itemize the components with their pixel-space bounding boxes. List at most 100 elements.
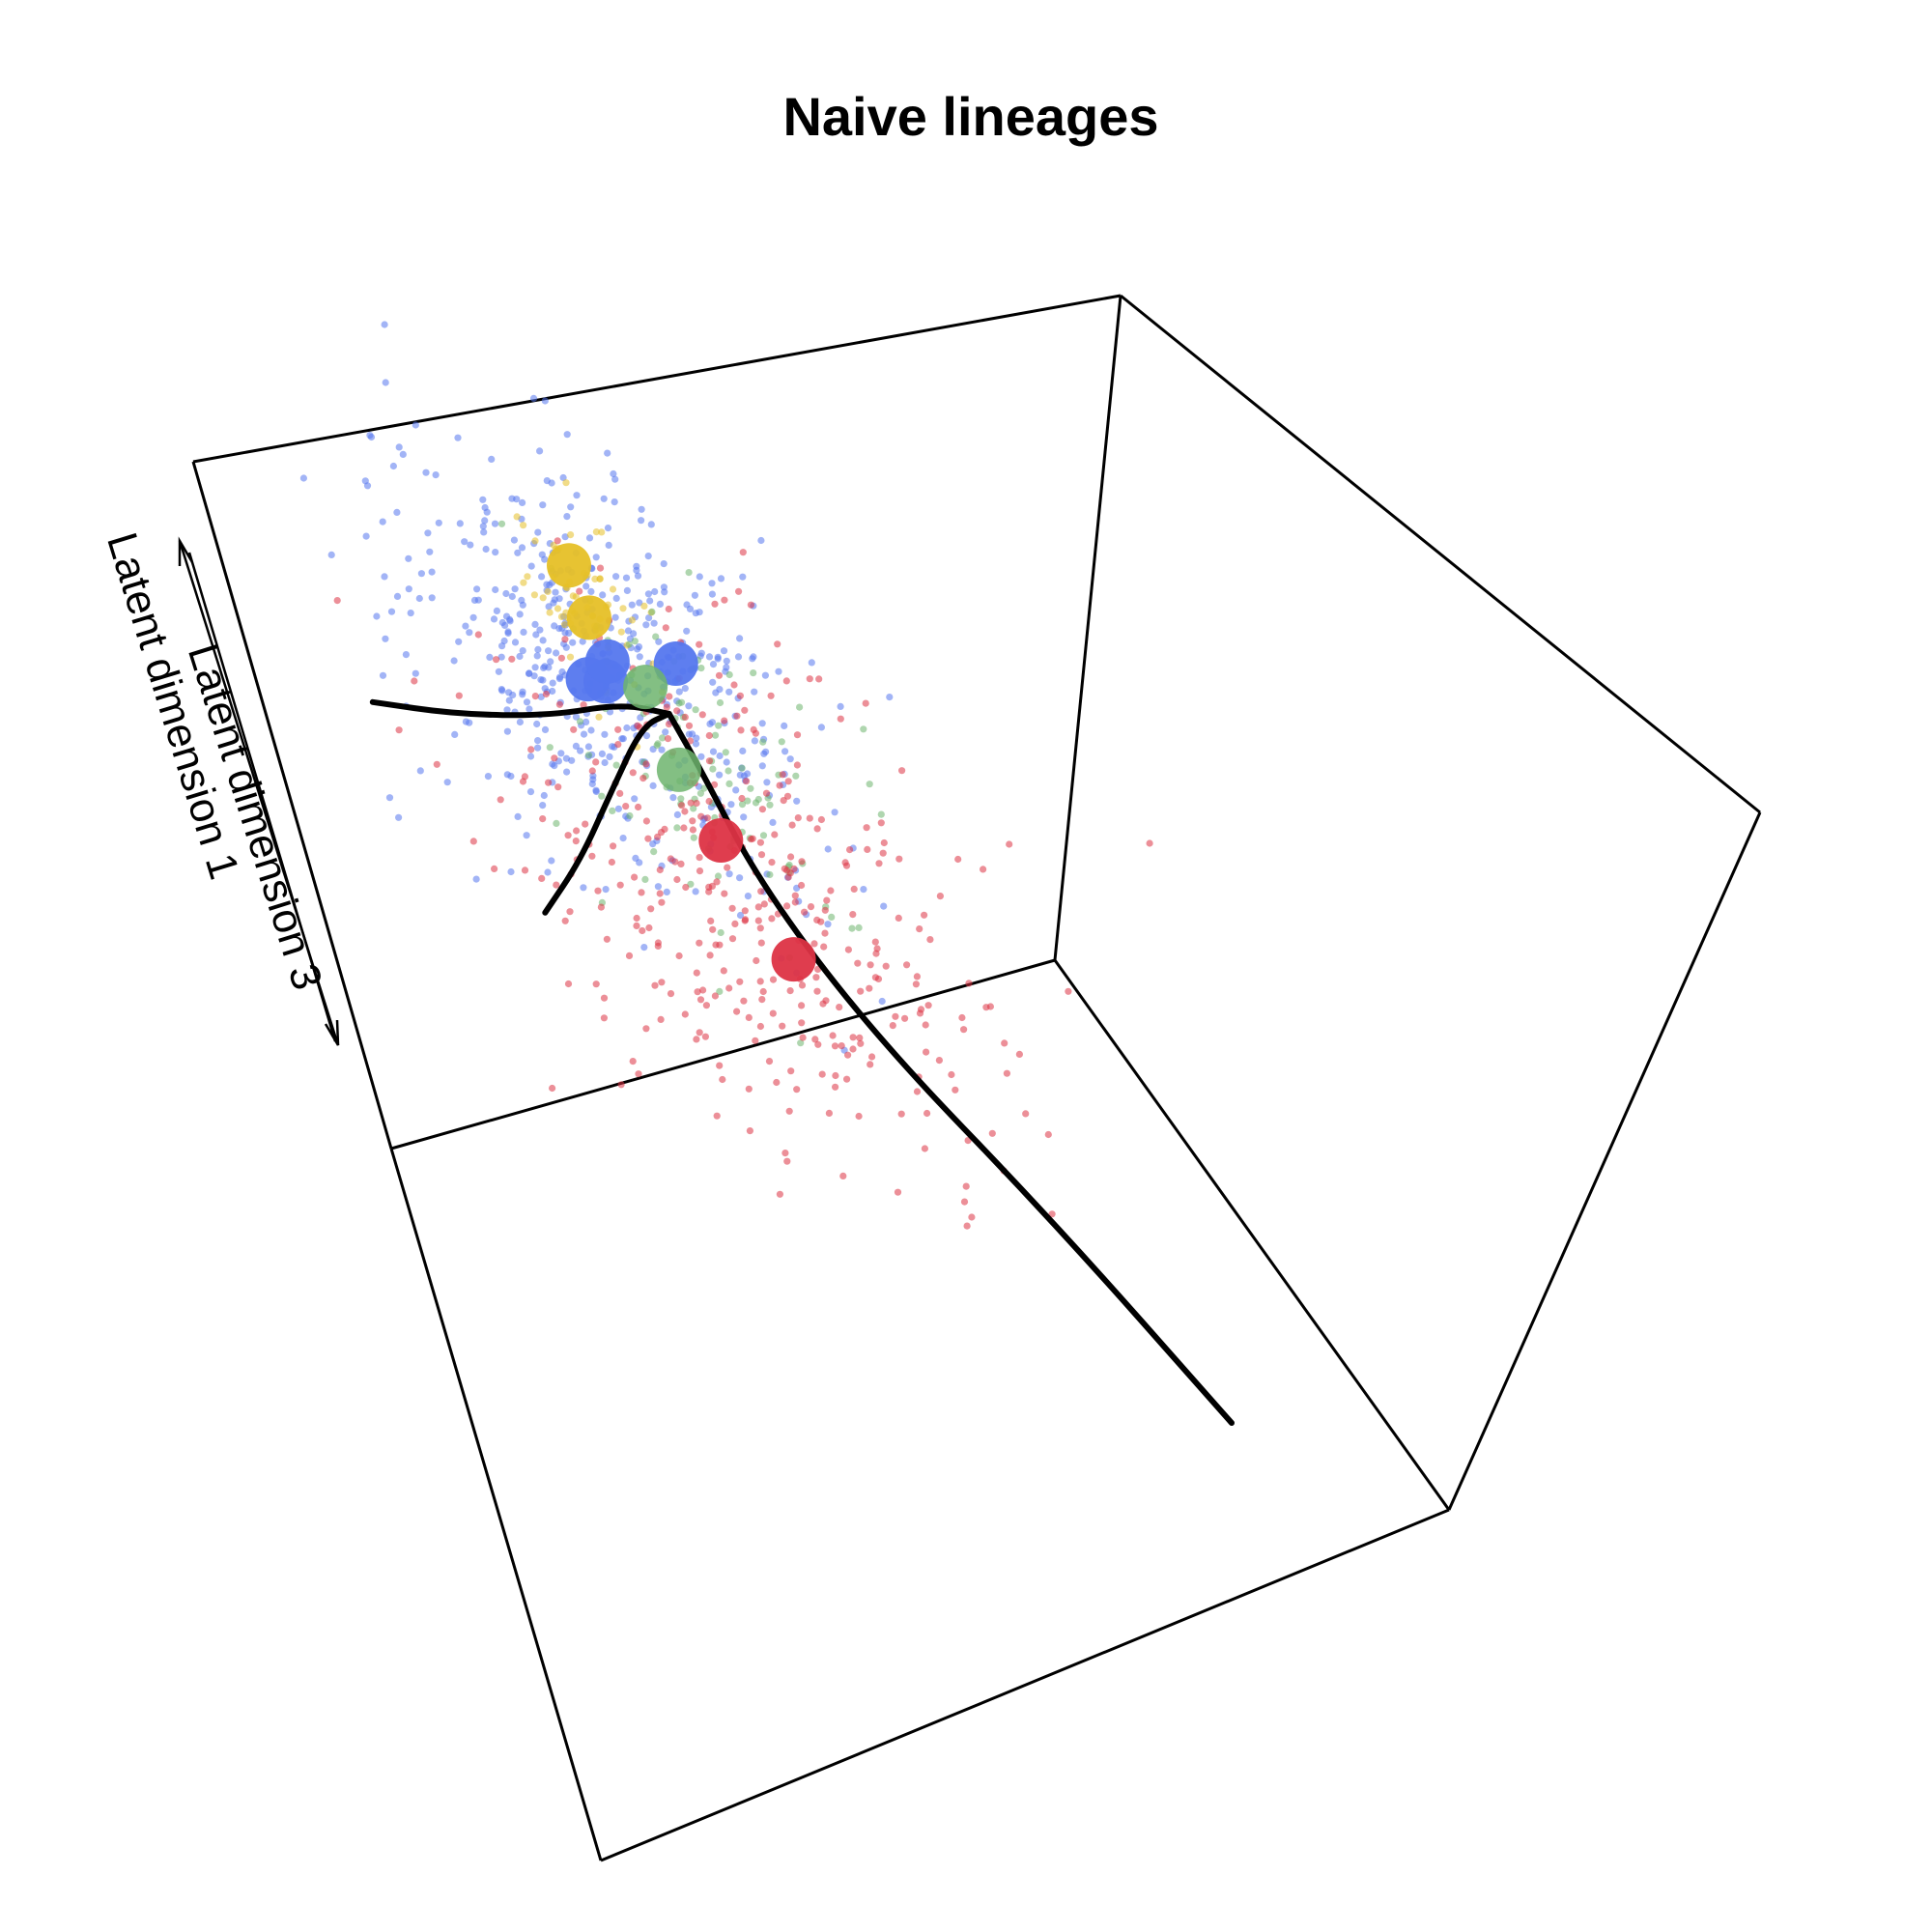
cell-point-1006: [553, 881, 560, 889]
cell-point-143: [527, 562, 535, 570]
cell-point-946: [790, 865, 798, 873]
cell-point-1058: [644, 835, 652, 842]
cluster-centers: [547, 543, 816, 982]
cell-point-708: [665, 605, 672, 613]
cell-point-658: [754, 795, 762, 804]
cell-point-788: [787, 1067, 795, 1075]
cell-point-69: [632, 854, 639, 863]
cell-point-480: [416, 767, 424, 775]
cell-point-94: [481, 503, 489, 512]
cell-point-770: [395, 726, 403, 734]
cell-point-573: [595, 713, 603, 721]
cell-point-673: [546, 744, 554, 752]
cell-point-292: [647, 521, 655, 528]
cell-point-58: [533, 720, 541, 728]
cell-point-513: [545, 603, 553, 611]
cell-point-459: [492, 585, 499, 594]
cell-point-782: [724, 864, 731, 871]
cell-point-560: [544, 587, 552, 596]
cell-point-345: [878, 997, 886, 1006]
cell-point-954: [791, 898, 799, 906]
cell-point-233: [781, 722, 788, 730]
cell-point-801: [773, 1078, 781, 1087]
cell-point-693: [681, 1010, 689, 1018]
cell-point-483: [523, 832, 530, 839]
cell-point-160: [786, 755, 794, 763]
cell-point-845: [554, 783, 562, 791]
cell-point-889: [780, 797, 787, 805]
cell-point-303: [541, 725, 550, 734]
cell-point-703: [561, 917, 569, 924]
cell-point-959: [1003, 1069, 1010, 1077]
cell-point-584: [722, 749, 729, 756]
cell-point-717: [531, 693, 539, 700]
cell-point-856: [603, 935, 611, 943]
cell-point-351: [636, 599, 643, 607]
cell-point-172: [611, 475, 619, 483]
cell-point-248: [539, 637, 547, 644]
cell-point-1039: [794, 814, 802, 822]
cell-point-1028: [698, 711, 706, 719]
cell-point-969: [765, 1058, 774, 1065]
cell-point-1024: [801, 908, 809, 916]
cell-point-301: [614, 805, 623, 812]
cell-point-179: [561, 533, 569, 541]
cell-point-996: [746, 1127, 754, 1135]
cell-point-591: [766, 801, 774, 809]
cell-point-568: [617, 628, 625, 636]
cell-point-676: [860, 725, 867, 733]
cell-point-598: [692, 706, 699, 714]
cell-point-466: [385, 794, 394, 802]
cell-point-571: [609, 585, 617, 593]
cluster-center-1-1: [566, 595, 611, 640]
cell-point-515: [824, 921, 832, 928]
cell-point-993: [783, 1157, 791, 1165]
cell-point-416: [479, 523, 487, 530]
cell-point-28: [696, 573, 703, 581]
cell-point-617: [866, 781, 873, 788]
cell-point-933: [682, 883, 690, 892]
cell-point-769: [1001, 1039, 1009, 1047]
cell-point-688: [738, 764, 746, 772]
cell-point-997: [757, 939, 765, 947]
cell-point-838: [807, 903, 815, 911]
cell-point-607: [653, 742, 661, 750]
cell-point-24: [299, 474, 307, 482]
cell-point-747: [806, 814, 813, 822]
cell-point-837: [843, 1075, 851, 1083]
cell-point-386: [555, 595, 563, 603]
cluster-center-3-0: [698, 818, 744, 863]
cell-point-1002: [411, 677, 418, 685]
cell-point-355: [645, 614, 653, 622]
cell-point-653: [553, 819, 560, 828]
cell-point-465: [580, 884, 587, 892]
axis-arrows: [178, 536, 340, 1046]
cell-point-830: [580, 701, 587, 709]
cell-point-916: [787, 853, 795, 861]
cell-point-1036: [642, 817, 651, 825]
cell-point-1055: [616, 881, 624, 889]
cell-point-80: [592, 554, 600, 561]
cell-point-411: [696, 609, 703, 616]
cell-point-953: [625, 952, 634, 960]
cluster-center-0-1: [653, 641, 698, 686]
cell-point-368: [655, 638, 663, 645]
cell-point-129: [493, 607, 500, 615]
cell-point-486: [395, 813, 403, 821]
cell-point-148: [456, 520, 464, 527]
cell-point-1061: [857, 987, 865, 995]
cell-point-430: [451, 730, 459, 739]
cell-point-730: [815, 675, 823, 683]
cell-point-516: [507, 867, 515, 876]
cell-point-62: [523, 698, 531, 706]
cell-point-281: [686, 605, 695, 613]
cell-point-537: [567, 531, 575, 539]
cell-point-1059: [968, 1213, 976, 1221]
cell-point-970: [696, 939, 703, 947]
cell-point-398: [604, 449, 611, 457]
cell-point-988: [716, 941, 724, 949]
cell-point-891: [781, 865, 788, 872]
cell-point-121: [516, 718, 525, 726]
cell-point-341: [519, 688, 526, 696]
cell-point-972: [622, 803, 630, 810]
